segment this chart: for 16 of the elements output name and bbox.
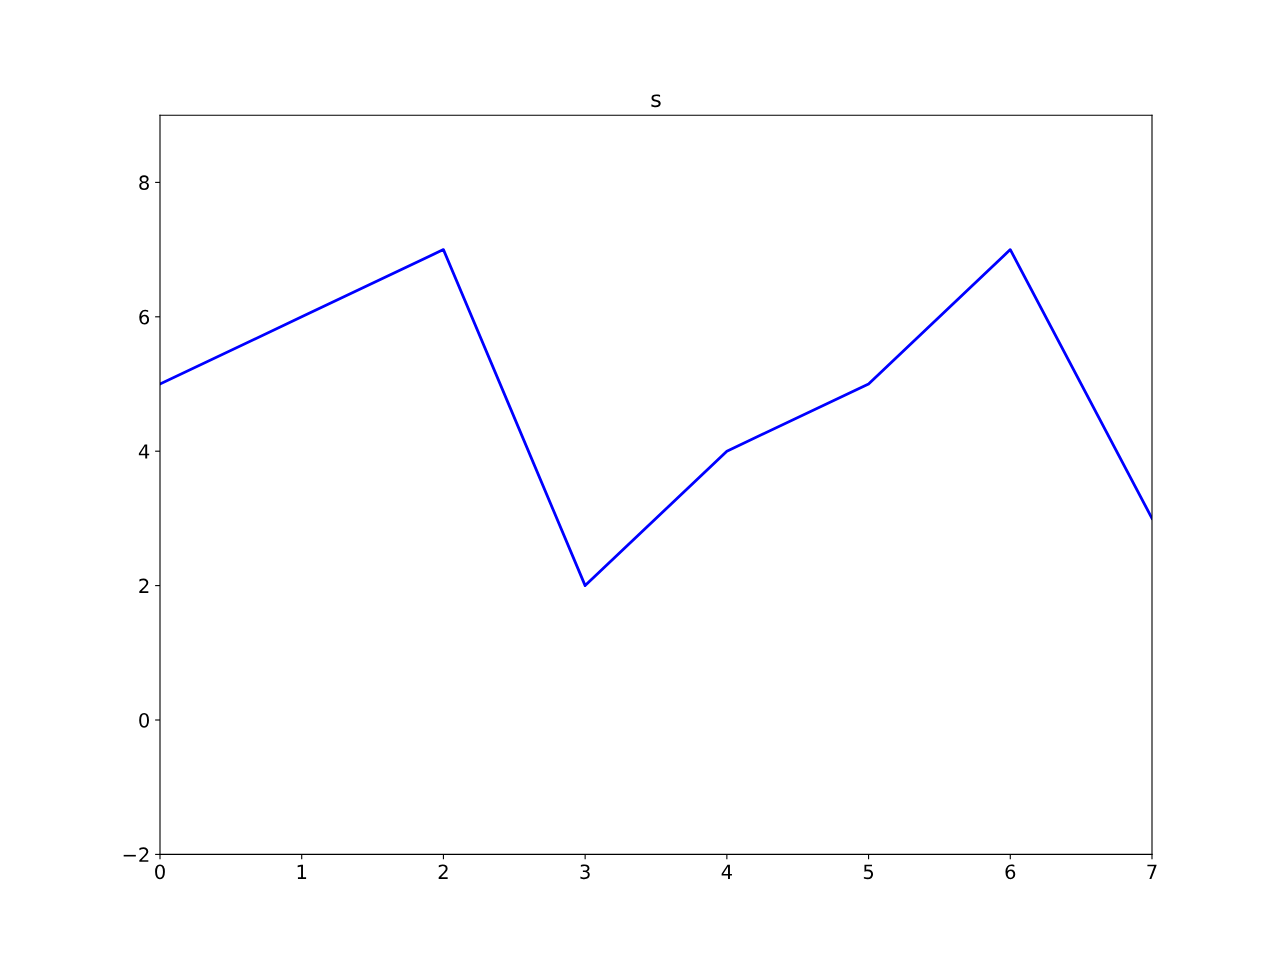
x-tick-label: 0 — [155, 864, 165, 880]
y-tick-label: 2 — [139, 578, 149, 593]
x-tick-label: 6 — [1005, 864, 1016, 880]
y-tick-label: −2 — [123, 847, 149, 862]
y-tick-label: 6 — [139, 309, 150, 325]
y-tick-label: 0 — [139, 712, 149, 728]
x-tick-label: 1 — [297, 864, 307, 879]
y-tick-label: 4 — [138, 444, 150, 459]
line-series — [160, 248, 1152, 587]
x-tick-label: 2 — [438, 864, 448, 879]
x-tick-label: 7 — [1147, 864, 1157, 879]
x-tick-label: 3 — [580, 864, 590, 880]
x-tick-label: 4 — [721, 864, 732, 879]
x-tick-label: 5 — [863, 864, 874, 880]
y-tick-label: 8 — [139, 175, 149, 191]
chart-title: s — [651, 94, 661, 108]
